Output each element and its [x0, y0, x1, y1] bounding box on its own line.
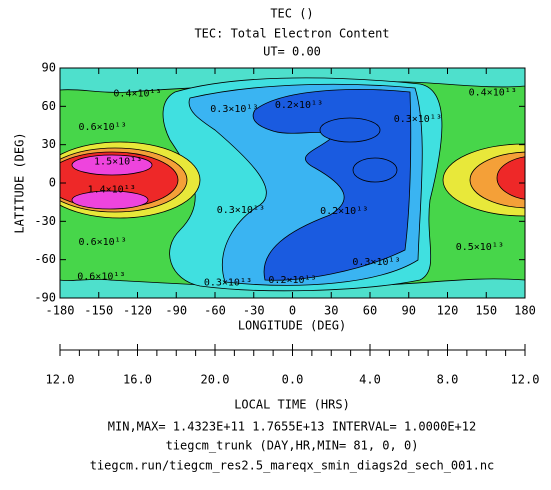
- ut-label: UT= 0.00: [263, 45, 321, 59]
- x-tick-label: 30: [324, 304, 338, 318]
- hot-region: [496, 156, 525, 200]
- chart-subtitle: TEC: Total Electron Content: [194, 27, 389, 41]
- x-tick-label: 150: [475, 304, 497, 318]
- x-tick-label: 0: [289, 304, 296, 318]
- x-tick-label: -150: [84, 304, 113, 318]
- contour-label: 0.3×10¹³: [210, 104, 258, 115]
- y-tick-label: -90: [34, 291, 56, 305]
- y-tick-label: 30: [42, 137, 56, 151]
- footer: MIN,MAX= 1.4323E+11 1.7655E+13 INTERVAL=…: [108, 420, 476, 434]
- contour: [352, 157, 398, 183]
- contour-label: 0.6×10¹³: [79, 122, 127, 133]
- footer: tiegcm.run/tiegcm_res2.5_mareqx_smin_dia…: [90, 459, 495, 473]
- contour-label: 0.2×10¹³: [275, 100, 323, 111]
- contour-label: 0.3×10¹³: [217, 205, 265, 216]
- contour-label: 0.3×10¹³: [204, 278, 252, 289]
- contour-label: 0.3×10¹³: [352, 257, 400, 268]
- contour: [319, 117, 381, 143]
- x-tick-label: 90: [402, 304, 416, 318]
- core-region: [71, 190, 149, 210]
- y-tick-label: 60: [42, 99, 56, 113]
- lt-tick-label: 4.0: [359, 373, 381, 387]
- lt-tick-label: 12.0: [511, 373, 540, 387]
- contour-label: 0.6×10¹³: [79, 237, 127, 248]
- y-tick-label: 90: [42, 61, 56, 75]
- footer: tiegcm_trunk (DAY,HR,MIN= 81, 0, 0): [166, 439, 419, 453]
- x-tick-label: -60: [204, 304, 226, 318]
- lt-axis-label: LOCAL TIME (HRS): [234, 398, 350, 412]
- lt-tick-label: 20.0: [201, 373, 230, 387]
- contour-label: 0.3×10¹³: [394, 114, 442, 125]
- lt-tick-label: 8.0: [437, 373, 459, 387]
- x-tick-label: -30: [243, 304, 265, 318]
- contour-field: [60, 68, 525, 298]
- y-tick-label: 0: [49, 176, 56, 190]
- contour-label: 0.4×10¹³: [113, 89, 161, 100]
- x-tick-label: -90: [165, 304, 187, 318]
- y-tick-label: -30: [34, 214, 56, 228]
- x-tick-label: -180: [46, 304, 75, 318]
- lt-tick-label: 12.0: [46, 373, 75, 387]
- contour-label: 0.2×10¹³: [320, 206, 368, 217]
- x-tick-label: 180: [514, 304, 536, 318]
- contour-label: 0.6×10¹³: [77, 271, 125, 282]
- lt-tick-label: 0.0: [282, 373, 304, 387]
- y-tick-label: -60: [34, 252, 56, 266]
- contour-label: 0.4×10¹³: [469, 87, 517, 98]
- x-tick-label: 120: [437, 304, 459, 318]
- x-tick-label: -120: [123, 304, 152, 318]
- y-axis-label: LATITUDE (DEG): [13, 132, 27, 233]
- chart-title: TEC (): [270, 7, 313, 21]
- lt-tick-label: 16.0: [123, 373, 152, 387]
- contour-label: 1.5×10¹³: [94, 156, 142, 167]
- contour-label: 0.5×10¹³: [456, 242, 504, 253]
- contour-label: 0.2×10¹³: [268, 275, 316, 286]
- core-region: [71, 154, 153, 176]
- x-tick-label: 60: [363, 304, 377, 318]
- x-axis-label: LONGITUDE (DEG): [238, 319, 346, 333]
- contour-label: 1.4×10¹³: [88, 184, 136, 195]
